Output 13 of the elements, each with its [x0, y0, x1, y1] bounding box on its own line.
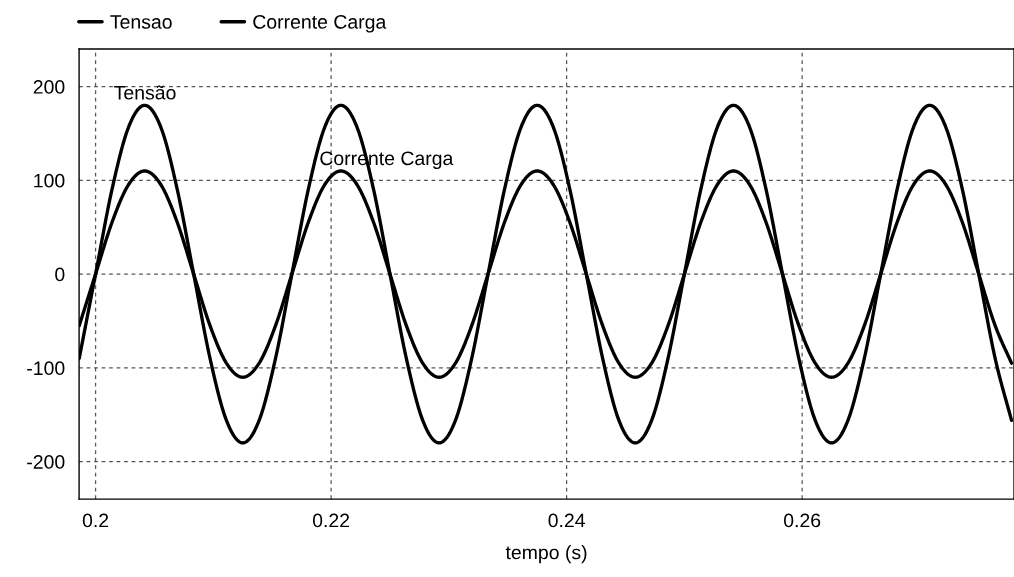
legend-label: Tensao [110, 15, 172, 29]
x-tick-label: 0.22 [312, 513, 350, 528]
y-tick-label: 100 [34, 173, 65, 188]
legend-label: Corrente Carga [253, 15, 387, 33]
x-tick-label: 0.24 [548, 513, 585, 528]
y-tick-label: -100 [27, 361, 65, 376]
y-tick-label: 200 [33, 80, 65, 94]
y-tick-label: -200 [27, 455, 65, 469]
x-tick-label: 0.2 [82, 513, 109, 528]
x-tick-label: 0.26 [783, 513, 821, 528]
y-tick-label: 0 [55, 267, 65, 282]
annotation: Tensão [114, 85, 176, 100]
x-axis-title: tempo (s) [505, 545, 587, 564]
